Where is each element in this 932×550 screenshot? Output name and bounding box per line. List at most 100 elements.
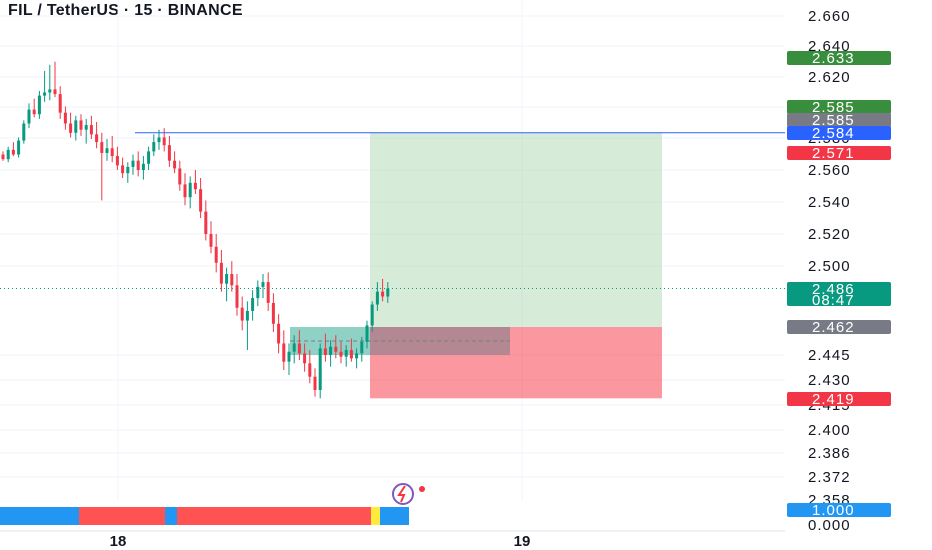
price-tick-label: 2.660 [808,8,851,25]
price-badge [787,126,891,140]
volume-badge-label: 1.000 [812,502,855,519]
candle-body [240,307,244,321]
price-badge [787,113,891,127]
candle-body [292,343,296,352]
candle-body [360,341,364,354]
candle-body [329,346,333,355]
position-tool[interactable] [290,132,662,399]
volume-bar [0,507,409,525]
candle-body [266,282,270,303]
price-badge-label: 2.462 [812,319,855,336]
candle-body [193,182,197,190]
candle-body [209,234,213,247]
price-badge [787,100,891,114]
candle-body [214,246,218,263]
last-price-badge [787,282,891,306]
price-axis[interactable]: 2.6602.6402.6202.6002.5802.5602.5402.520… [787,8,891,534]
candle-body [11,149,15,155]
candle-body [323,348,327,355]
candle-body [334,346,338,352]
candle-body [147,151,151,164]
candle-body [141,163,145,170]
lines-layer [0,132,785,289]
chart-title: FIL / TetherUS · 15 · BINANCE [8,2,243,19]
price-tick-label: 2.445 [808,347,851,364]
candle-body [188,182,192,198]
candle-body [136,160,140,170]
candle-body [162,137,166,146]
candle-body [386,288,390,297]
candle-body [17,140,21,155]
candle-body [349,350,353,359]
candle-body [1,154,5,160]
candle-body [74,120,78,133]
candle-body [199,189,203,212]
candle-body [6,149,10,160]
candle-body [121,165,125,174]
price-tick-label: 0.000 [808,517,851,534]
candle-body [69,123,73,133]
candle-body [167,145,171,161]
candle-body [126,166,130,174]
price-tick-label: 2.400 [808,422,851,439]
price-badge [787,51,891,65]
price-badge [787,392,891,406]
candles-layer [1,61,390,399]
candle-body [173,160,177,169]
price-badge-label: 2.585 [812,99,855,116]
price-tick-label: 2.386 [808,445,851,462]
candle-body [152,142,156,152]
candle-body [105,148,109,153]
candle-body [318,348,322,390]
candle-body [110,148,114,157]
price-tick-label: 2.372 [808,469,851,486]
price-tick-label: 2.500 [808,258,851,275]
candle-body [370,304,374,326]
volume-segment [79,507,165,525]
candle-body [225,274,229,284]
candle-body [100,142,104,153]
candle-body [381,291,385,297]
price-tick-label: 2.620 [808,69,851,86]
candle-body [89,125,93,135]
candle-body [204,211,208,234]
candle-body [32,109,36,115]
candle-body [27,109,31,124]
price-badge-label: 2.585 [812,112,855,129]
candle-body [235,285,239,308]
candle-body [131,160,135,167]
candle-body [313,376,317,390]
candle-body [84,125,88,130]
volume-segment [380,507,409,525]
volume-segment [165,507,177,525]
volume-segment [177,507,371,525]
candle-body [219,262,223,284]
candle-body [277,323,281,344]
candle-body [48,89,52,93]
candle-body [297,343,301,354]
price-badge-label: 2.419 [812,391,855,408]
time-axis[interactable]: 18 19 [0,530,785,550]
candle-body [303,353,307,364]
candle-body [22,123,26,141]
tradingview-logo-icon[interactable] [392,483,425,505]
candle-body [63,112,67,124]
candle-body [282,343,286,362]
candle-body [271,302,275,324]
candle-body [251,298,255,311]
price-tick-label: 2.540 [808,194,851,211]
price-tick-label: 2.520 [808,226,851,243]
price-tick-label: 2.560 [808,162,851,179]
candle-body [344,350,348,357]
candle-body [43,92,47,96]
candle-body [115,156,119,166]
candle-body [53,89,57,95]
candle-body [58,94,62,113]
time-tick-label: 19 [514,533,531,550]
candle-body [37,95,41,115]
time-tick-label: 18 [110,533,127,550]
candle-body [375,291,379,305]
candle-body [261,282,265,287]
price-badge [787,146,891,160]
